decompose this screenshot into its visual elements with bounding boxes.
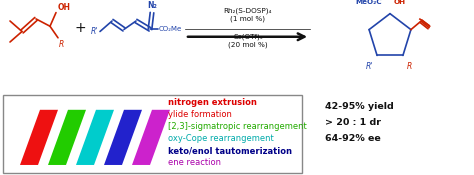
Text: R': R' [366,62,373,71]
Polygon shape [48,110,86,165]
Text: Rh₂(S-DOSP)₄: Rh₂(S-DOSP)₄ [224,7,272,14]
Text: CO₂Me: CO₂Me [159,26,182,32]
Text: N₂: N₂ [147,2,157,10]
Text: keto/enol tautomerization: keto/enol tautomerization [168,146,292,155]
Polygon shape [132,110,170,165]
Text: R: R [59,40,64,49]
Text: R': R' [91,27,98,36]
Text: +: + [74,21,86,35]
Text: nitrogen extrusion: nitrogen extrusion [168,98,257,107]
Polygon shape [20,110,58,165]
Text: oxy-Cope rearrangement: oxy-Cope rearrangement [168,134,274,143]
Polygon shape [76,110,114,165]
Text: 42-95% yield: 42-95% yield [325,102,394,111]
Polygon shape [104,110,142,165]
Text: (1 mol %): (1 mol %) [230,16,265,22]
Text: MeO₂C: MeO₂C [356,0,382,5]
Text: R: R [407,62,412,71]
Text: OH: OH [394,0,406,5]
Text: Sc(OTf)₃: Sc(OTf)₃ [233,34,263,40]
Text: > 20 : 1 dr: > 20 : 1 dr [325,118,381,127]
Text: ylide formation: ylide formation [168,110,232,119]
Bar [3,95,302,173]
Text: OH: OH [58,3,71,12]
Text: ene reaction: ene reaction [168,159,221,167]
Text: (20 mol %): (20 mol %) [228,42,268,48]
Text: [2,3]-sigmatropic rearrangement: [2,3]-sigmatropic rearrangement [168,122,307,131]
Text: 64-92% ee: 64-92% ee [325,134,381,143]
